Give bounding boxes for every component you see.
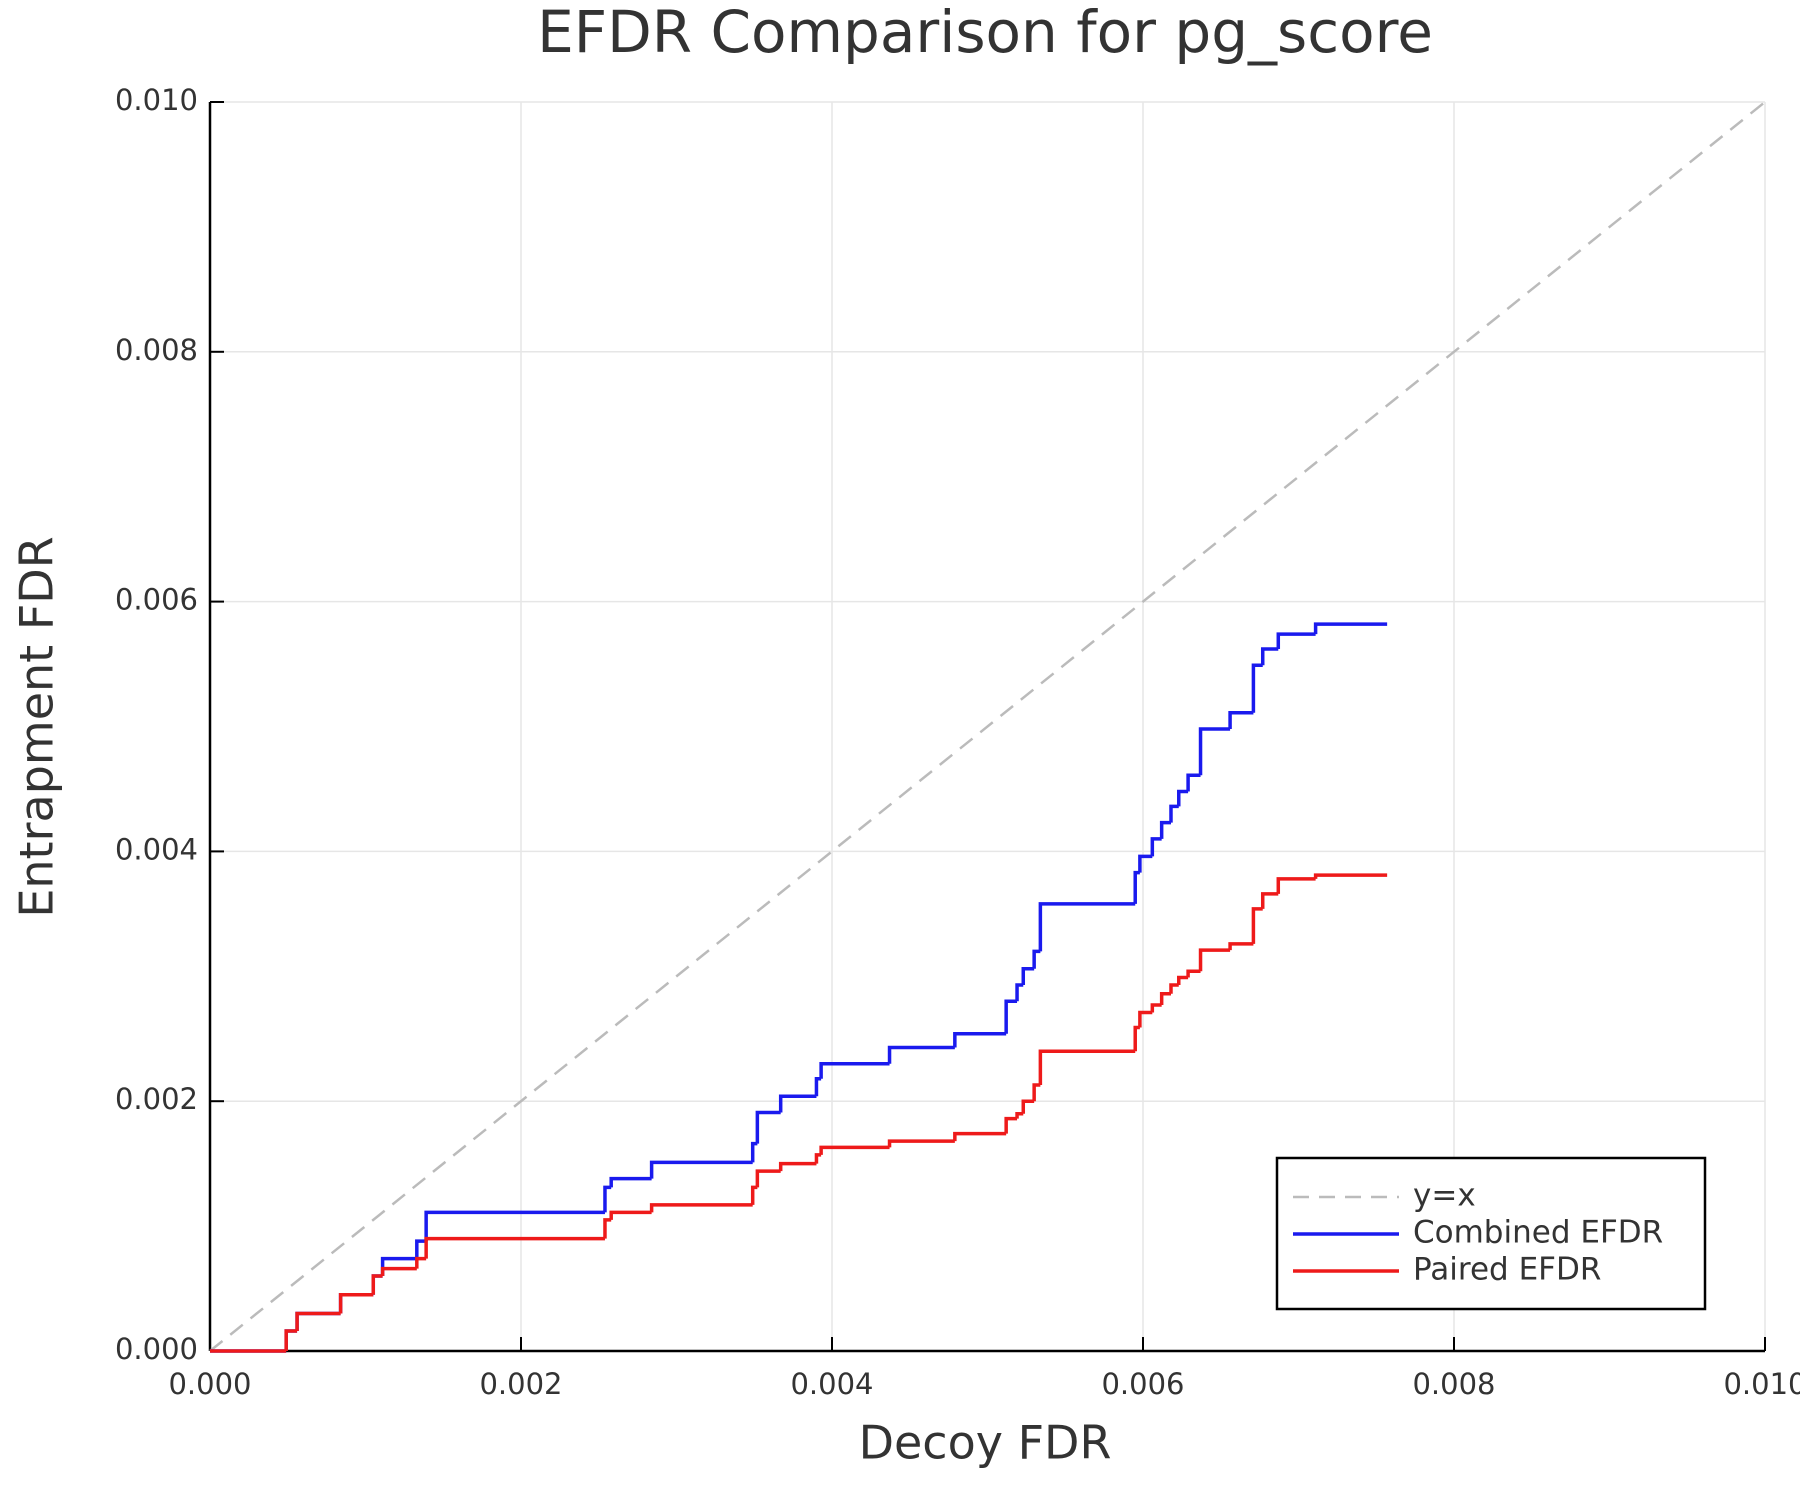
step-segment [338, 1293, 374, 1314]
step-segment [750, 1185, 758, 1205]
step-segment [1251, 663, 1263, 713]
y-tick-label: 0.002 [115, 1082, 198, 1116]
y-tick-label: 0.010 [115, 83, 198, 117]
step-segment [1251, 907, 1263, 944]
x-tick-label: 0.004 [790, 1367, 873, 1401]
step-segment [1138, 854, 1153, 873]
step-segment [1313, 622, 1388, 635]
step-segment [1198, 727, 1231, 776]
step-segment [424, 1236, 605, 1259]
line [209, 101, 1766, 1352]
step-segment [1004, 1116, 1018, 1134]
step-segment [371, 1274, 383, 1295]
y-tick-label: 0.000 [115, 1332, 198, 1366]
step-segment [755, 1169, 781, 1188]
step-segment [814, 1153, 822, 1164]
step-segment [1038, 902, 1136, 952]
step-segment [1276, 632, 1316, 650]
step-segment [649, 1203, 753, 1213]
x-tick-label: 0.008 [1412, 1367, 1495, 1401]
step-segment [415, 1256, 427, 1269]
step-segment [380, 1266, 417, 1277]
step-segment [778, 1161, 817, 1172]
step-segment [1150, 1003, 1162, 1013]
step-segment [819, 1145, 890, 1155]
step-segment [1260, 892, 1279, 909]
step-segment [1032, 1083, 1041, 1102]
step-segment [1177, 789, 1189, 807]
step-segment [1169, 983, 1179, 994]
x-tick-label: 0.006 [1101, 1367, 1184, 1401]
step-segment [1021, 967, 1035, 986]
step-segment [1021, 1099, 1035, 1114]
step-segment [1159, 820, 1171, 839]
step-segment [1228, 942, 1254, 951]
step-segment [1015, 983, 1024, 1002]
chart-title: EFDR Comparison for pg_score [537, 0, 1433, 66]
step-segment [1313, 873, 1388, 879]
step-segment [1260, 647, 1279, 666]
x-axis-label: Decoy FDR [859, 1416, 1112, 1470]
step-segment [609, 1176, 652, 1188]
step-segment [750, 1141, 758, 1163]
step-segment [424, 1210, 605, 1242]
step-segment [1150, 837, 1162, 857]
step-segment [603, 1218, 612, 1239]
step-segment [1133, 870, 1140, 904]
step-segment [603, 1185, 612, 1213]
step-segment [1186, 969, 1201, 978]
step-segment [819, 1061, 890, 1079]
step-segment [814, 1076, 822, 1097]
y-axis-label: Entrapment FDR [10, 536, 64, 917]
y-tick-label: 0.006 [115, 583, 198, 617]
step-segment [1038, 1049, 1136, 1085]
legend-label: Paired EFDR [1413, 1252, 1601, 1288]
step-segment [887, 1045, 955, 1064]
step-segment [1159, 992, 1171, 1006]
step-segment [609, 1210, 652, 1220]
legend-label: y=x [1413, 1178, 1476, 1214]
step-segment [1186, 773, 1201, 792]
step-segment [1015, 1111, 1024, 1119]
x-tick-label: 0.002 [479, 1367, 562, 1401]
step-segment [1169, 804, 1179, 823]
step-segment [295, 1311, 341, 1332]
step-segment [778, 1094, 817, 1113]
y-tick-label: 0.004 [115, 832, 198, 866]
step-segment [1032, 949, 1041, 969]
step-segment [1004, 999, 1018, 1034]
step-segment [295, 1311, 341, 1332]
step-segment [1276, 877, 1316, 894]
step-segment [284, 1329, 298, 1351]
step-segment [1138, 1010, 1153, 1028]
step-segment [953, 1131, 1007, 1142]
step-segment [1228, 711, 1254, 729]
x-tick-label: 0.000 [168, 1367, 251, 1401]
step-segment [755, 1110, 781, 1144]
step-segment [887, 1139, 955, 1148]
step-segment [649, 1160, 753, 1179]
step-segment [1133, 1025, 1140, 1052]
step-segment [953, 1032, 1007, 1048]
step-segment [415, 1239, 427, 1259]
legend-label: Combined EFDR [1413, 1215, 1663, 1251]
step-segment [338, 1293, 374, 1314]
y-tick-label: 0.008 [115, 333, 198, 367]
x-tick-label: 0.010 [1723, 1367, 1800, 1401]
step-segment [1198, 948, 1231, 972]
step-segment [1177, 975, 1189, 986]
